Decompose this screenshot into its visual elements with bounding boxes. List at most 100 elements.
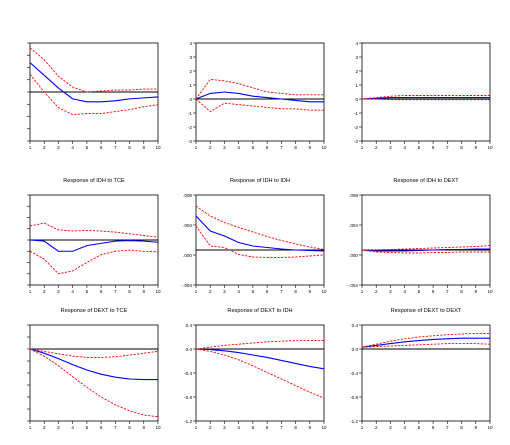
impulse-response-line [29,348,158,381]
x-tick-label: 5 [418,425,421,430]
x-tick-label: 2 [43,289,46,294]
irf-panel-6: Response of IDH to DEXT .008 .004 .000 -.004… [348,178,493,294]
y-tick-label: .008 [183,193,192,198]
x-tick-label: 2 [209,145,212,150]
x-tick-label: 9 [308,145,311,150]
y-tick-label: 0 [189,97,192,102]
x-tick-label: 4 [403,145,406,150]
x-tick-label: 8 [128,425,131,430]
x-tick-label: 7 [114,425,117,430]
x-tick-label: 3 [57,425,60,430]
x-tick-label: 8 [294,425,297,430]
x-tick-label: 8 [460,289,463,294]
panel-title: Response of DEXT to DEXT [391,308,462,314]
impulse-response-line [195,91,324,103]
x-tick-label: 3 [389,145,392,150]
x-tick-label: 4 [71,289,74,294]
x-tick-label: 1 [29,425,32,430]
y-tick-label: .000 [183,253,192,258]
x-tick-label: 9 [142,425,145,430]
plot-frame [195,194,325,286]
x-tick-label: 6 [266,425,269,430]
y-tick-label: 2 [355,69,358,74]
y-tick-label: -1 [188,111,193,116]
impulse-response-line [361,97,490,100]
x-tick-label: 7 [280,289,283,294]
x-tick-label: 2 [43,425,46,430]
x-tick-label: 4 [403,289,406,294]
confidence-band-lower [29,249,159,275]
x-tick-label: 7 [280,425,283,430]
x-tick-label: 9 [474,145,477,150]
x-tick-label: 5 [252,289,255,294]
x-tick-label: 3 [223,289,226,294]
y-tick-label: -0.8 [350,395,358,400]
plot-frame [361,42,491,142]
x-tick-label: 7 [446,145,449,150]
x-tick-label: 9 [308,289,311,294]
irf-panel-8: Response of DEXT to IDH 0.4 0.0 -0.4 -0.8 -1.… [184,308,327,430]
plot-frame [361,194,491,286]
x-tick-label: 2 [375,289,378,294]
y-tick-label: -.004 [182,283,193,288]
confidence-band-lower [195,225,325,258]
x-tick-label: 10 [155,425,161,430]
y-tick-label: 3 [189,55,192,60]
x-tick-label: 2 [209,425,212,430]
irf-panel-9: Response of DEXT to DEXT 0.4 0.0 -0.4 -0.8 -1… [350,308,493,430]
x-tick-label: 5 [86,145,89,150]
y-tick-label: 4 [355,41,358,46]
x-tick-label: 7 [114,289,117,294]
x-tick-label: 1 [195,425,198,430]
x-tick-label: 9 [308,425,311,430]
irf-panel-4: Response of IDH to TCE 1 2 3 4 5 6 7 8 9 10 [27,178,161,294]
x-tick-label: 5 [86,425,89,430]
x-tick-label: 6 [432,425,435,430]
x-tick-label: 5 [252,145,255,150]
confidence-band-upper [29,47,158,93]
x-tick-label: 8 [128,145,131,150]
x-tick-label: 1 [361,425,364,430]
x-tick-label: 6 [266,145,269,150]
y-tick-label: 1 [355,83,358,88]
panel-title: Response of DEXT to TCE [61,308,128,314]
y-tick-label: -3 [188,139,193,144]
impulse-response-line [361,337,490,348]
x-tick-label: 10 [155,145,161,150]
y-tick-label: 2 [189,69,192,74]
x-tick-label: 10 [487,425,493,430]
y-tick-label: 0.4 [352,323,359,328]
x-tick-label: 6 [100,145,103,150]
x-tick-label: 8 [460,145,463,150]
panel-title: Response of DEXT to IDH [227,308,292,314]
x-tick-label: 10 [321,145,327,150]
y-tick-label: 4 [189,41,192,46]
y-tick-label: 3 [355,55,358,60]
x-tick-label: 2 [209,289,212,294]
x-tick-label: 9 [474,289,477,294]
y-tick-label: -1.2 [184,419,192,424]
x-tick-label: 5 [418,145,421,150]
x-tick-label: 3 [223,425,226,430]
plot-frame [195,42,325,142]
y-tick-label: -2 [188,125,193,130]
x-tick-label: 1 [361,289,364,294]
x-tick-label: 1 [29,145,32,150]
x-tick-label: 8 [294,145,297,150]
y-tick-label: 0.0 [352,347,359,352]
x-tick-label: 9 [142,145,145,150]
x-tick-label: 2 [375,425,378,430]
x-tick-label: 1 [29,289,32,294]
x-tick-label: 5 [418,289,421,294]
irf-panel-7: Response of DEXT to TCE 1 2 3 4 5 6 7 8 9 10 [27,308,161,430]
x-tick-label: 1 [361,145,364,150]
irf-panel-5: Response of IDH to IDH.008.004.000-.0041… [182,178,327,294]
confidence-band-lower [29,74,159,115]
plot-frame [195,324,325,422]
impulse-response-line [29,62,159,103]
x-tick-label: 10 [321,289,327,294]
x-tick-label: 5 [252,425,255,430]
x-tick-label: 4 [237,289,240,294]
x-tick-label: 8 [460,425,463,430]
